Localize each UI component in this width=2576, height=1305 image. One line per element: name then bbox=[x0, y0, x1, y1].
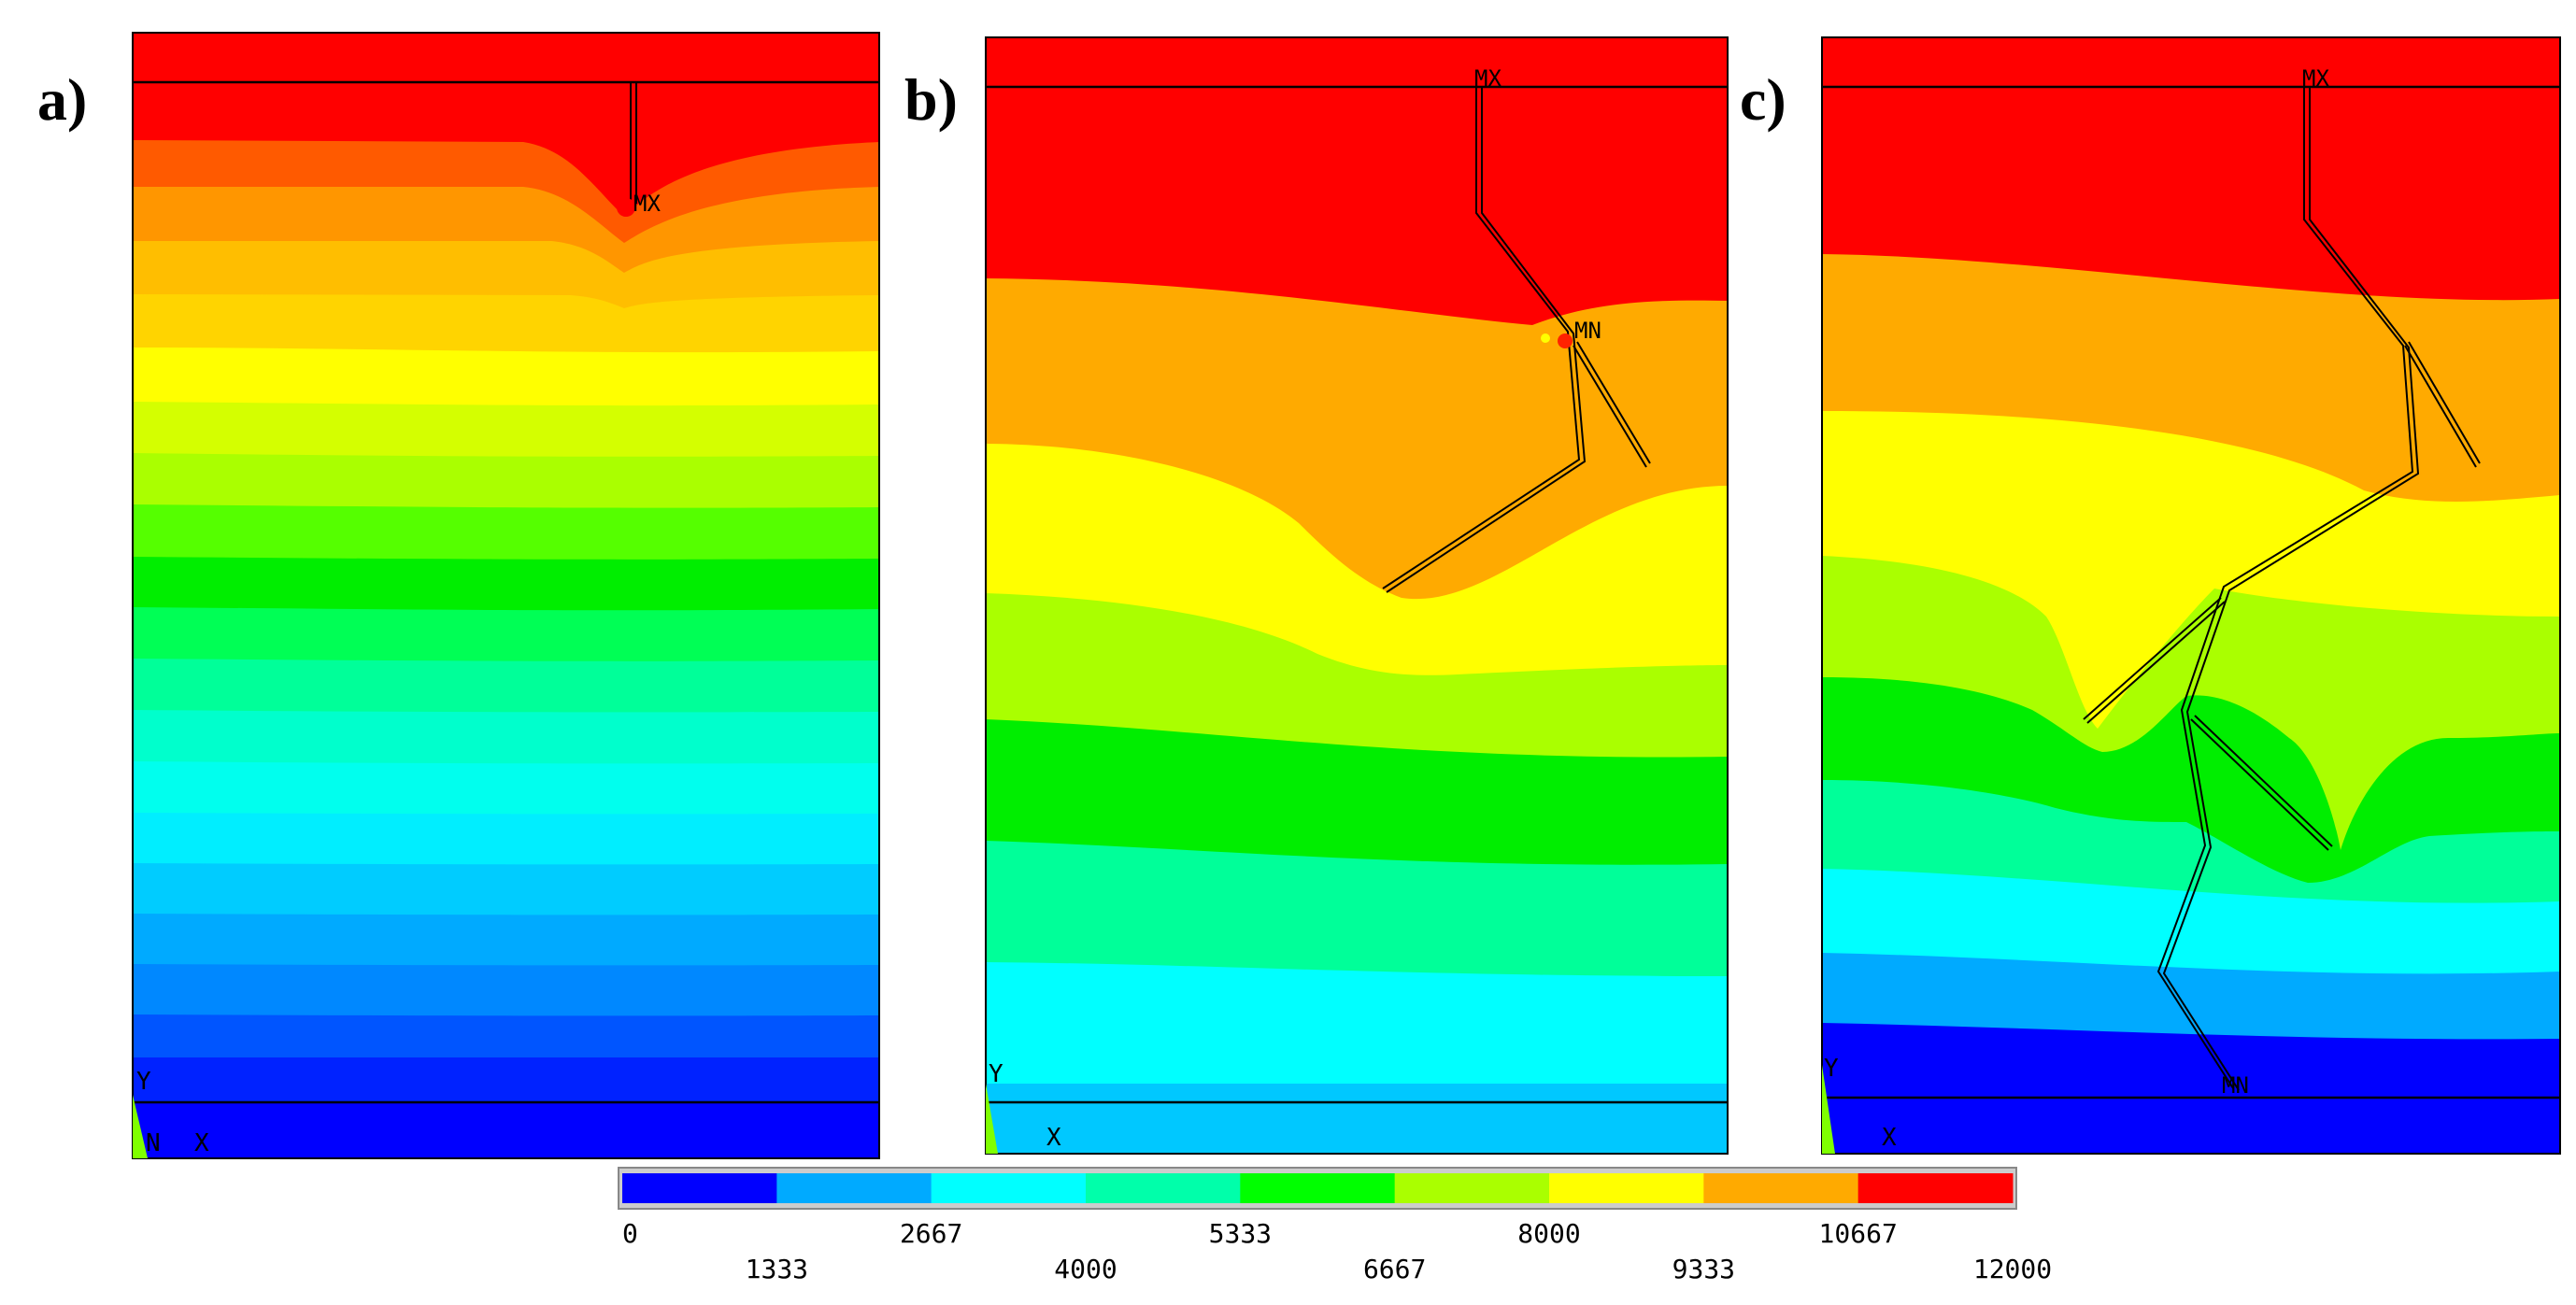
panel-c-frame bbox=[1821, 36, 2561, 1155]
panel-b-axis-x: X bbox=[1046, 1124, 1061, 1152]
panel-a-label: a) bbox=[37, 66, 87, 133]
panel-b: b) MX MN Y X bbox=[904, 36, 1729, 1155]
panel-c-min-marker: MN bbox=[2222, 1072, 2249, 1099]
color-legend: 0 1333 2667 4000 5333 6667 8000 9333 10667 12000 bbox=[618, 1167, 2052, 1284]
legend-tick-label: 8000 bbox=[1517, 1218, 1580, 1249]
legend-swatch-4 bbox=[1240, 1173, 1396, 1203]
legend-tick-label: 4000 bbox=[1054, 1254, 1117, 1284]
panel-c-max-marker: MX bbox=[2302, 65, 2329, 92]
panel-a-frame bbox=[132, 32, 880, 1159]
panel-a-axis-triad: Y N X bbox=[133, 1068, 209, 1158]
legend-swatch-7 bbox=[1703, 1173, 1859, 1203]
legend-tick-label: 12000 bbox=[1973, 1254, 2052, 1284]
legend-swatches bbox=[622, 1173, 2014, 1203]
panel-b-min-marker: MN bbox=[1574, 318, 1601, 344]
legend-swatch-6 bbox=[1549, 1173, 1704, 1203]
legend-tick-label: 9333 bbox=[1672, 1254, 1735, 1284]
legend-swatch-3 bbox=[1086, 1173, 1241, 1203]
panel-a-axis-origin: N bbox=[146, 1129, 161, 1157]
legend-swatch-1 bbox=[776, 1173, 932, 1203]
panel-a-axis-x: X bbox=[194, 1129, 209, 1157]
legend-tick-label: 2667 bbox=[900, 1218, 962, 1249]
panel-c-axis-triad: Y X bbox=[1822, 1055, 1897, 1154]
legend-swatch-8 bbox=[1857, 1173, 2014, 1203]
panel-a-max-marker: MX bbox=[633, 191, 661, 217]
legend-swatch-2 bbox=[931, 1173, 1087, 1203]
panel-a-axis-y: Y bbox=[136, 1068, 151, 1096]
panel-a: a) bbox=[37, 32, 880, 1159]
legend-swatch-5 bbox=[1394, 1173, 1550, 1203]
panel-a-contours bbox=[133, 33, 879, 1158]
panel-c: c) MX MN Y X bbox=[1740, 36, 2561, 1155]
legend-tick-label: 5333 bbox=[1209, 1218, 1272, 1249]
panel-c-contours bbox=[1822, 37, 2560, 1154]
panel-c-axis-x: X bbox=[1882, 1124, 1897, 1152]
panel-b-label: b) bbox=[904, 66, 958, 133]
panel-a-crack bbox=[630, 82, 637, 204]
panel-b-axis-y: Y bbox=[989, 1060, 1003, 1088]
legend-tick-label: 1333 bbox=[746, 1254, 808, 1284]
legend-tick-label: 6667 bbox=[1363, 1254, 1426, 1284]
legend-tick-label: 0 bbox=[622, 1218, 638, 1249]
panel-c-axis-y: Y bbox=[1824, 1055, 1839, 1083]
panel-b-frame bbox=[985, 36, 1729, 1155]
panel-b-max-marker: MX bbox=[1474, 65, 1501, 92]
panel-b-crack bbox=[1382, 87, 1651, 593]
panel-c-label: c) bbox=[1740, 66, 1786, 133]
legend-swatch-0 bbox=[622, 1173, 777, 1203]
panel-b-axis-triad: Y X bbox=[986, 1060, 1061, 1154]
legend-ticks: 0 1333 2667 4000 5333 6667 8000 9333 10667 12000 bbox=[622, 1218, 2052, 1284]
legend-tick-label: 10667 bbox=[1819, 1218, 1898, 1249]
panel-b-contours bbox=[986, 37, 1728, 1154]
panel-c-crack bbox=[2083, 87, 2481, 1091]
